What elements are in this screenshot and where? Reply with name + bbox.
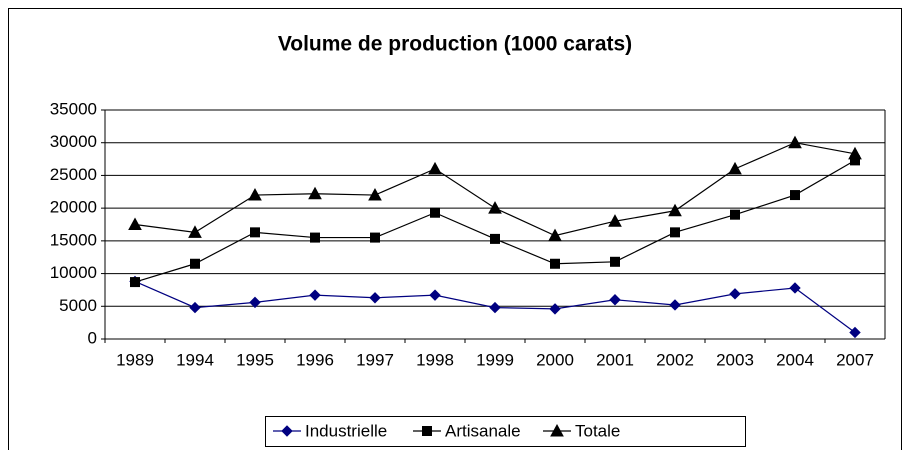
marker	[130, 277, 140, 288]
marker	[670, 227, 680, 238]
x-tick-label: 1994	[176, 350, 214, 369]
marker	[548, 228, 562, 242]
y-tick-label: 0	[88, 328, 97, 347]
marker	[488, 201, 502, 214]
legend-label: Artisanale	[445, 421, 521, 440]
x-tick-label: 2000	[536, 350, 574, 369]
marker	[430, 207, 440, 218]
marker	[728, 161, 742, 175]
marker	[789, 282, 801, 294]
marker	[310, 232, 320, 243]
marker	[608, 214, 622, 227]
marker	[369, 292, 381, 304]
marker	[668, 203, 682, 217]
marker	[610, 256, 620, 267]
marker	[788, 135, 802, 149]
x-tick-label: 1995	[236, 350, 274, 369]
chart-title: Volume de production (1000 carats)	[278, 33, 632, 56]
marker	[730, 209, 740, 220]
x-tick-label: 1998	[416, 350, 454, 369]
marker	[250, 227, 260, 238]
marker	[428, 161, 442, 175]
marker	[489, 301, 501, 314]
marker	[669, 299, 681, 311]
marker	[790, 190, 800, 201]
legend-label: Totale	[575, 421, 620, 440]
x-tick-label: 2007	[836, 350, 874, 369]
marker	[550, 258, 560, 269]
y-tick-label: 25000	[50, 165, 97, 184]
y-tick-label: 15000	[50, 230, 97, 249]
x-tick-label: 1999	[476, 350, 514, 369]
x-tick-label: 1989	[116, 350, 154, 369]
marker	[370, 232, 380, 243]
marker	[189, 301, 201, 314]
marker	[188, 225, 202, 238]
marker	[309, 289, 321, 301]
legend-label: Industrielle	[305, 421, 387, 440]
marker	[849, 326, 861, 339]
marker	[248, 188, 262, 201]
marker	[128, 217, 142, 230]
x-tick-label: 2004	[776, 350, 814, 369]
marker	[249, 296, 261, 309]
marker	[550, 423, 564, 437]
marker	[422, 426, 432, 436]
y-tick-label: 30000	[50, 132, 97, 151]
marker	[190, 258, 200, 269]
y-tick-label: 5000	[59, 296, 97, 315]
marker	[368, 188, 382, 201]
marker	[490, 233, 500, 244]
marker	[549, 303, 561, 315]
y-tick-label: 35000	[50, 99, 97, 118]
y-tick-label: 20000	[50, 198, 97, 217]
legend-box	[265, 416, 746, 447]
marker	[308, 186, 322, 200]
x-tick-label: 2001	[596, 350, 634, 369]
marker	[609, 294, 621, 306]
x-tick-label: 2003	[716, 350, 754, 369]
x-tick-label: 1996	[296, 350, 334, 369]
x-tick-label: 2002	[656, 350, 694, 369]
marker	[729, 288, 741, 300]
marker	[848, 146, 862, 160]
x-tick-label: 1997	[356, 350, 394, 369]
chart-frame	[8, 8, 902, 450]
marker	[281, 425, 293, 437]
y-tick-label: 10000	[50, 263, 97, 282]
marker	[429, 289, 441, 301]
